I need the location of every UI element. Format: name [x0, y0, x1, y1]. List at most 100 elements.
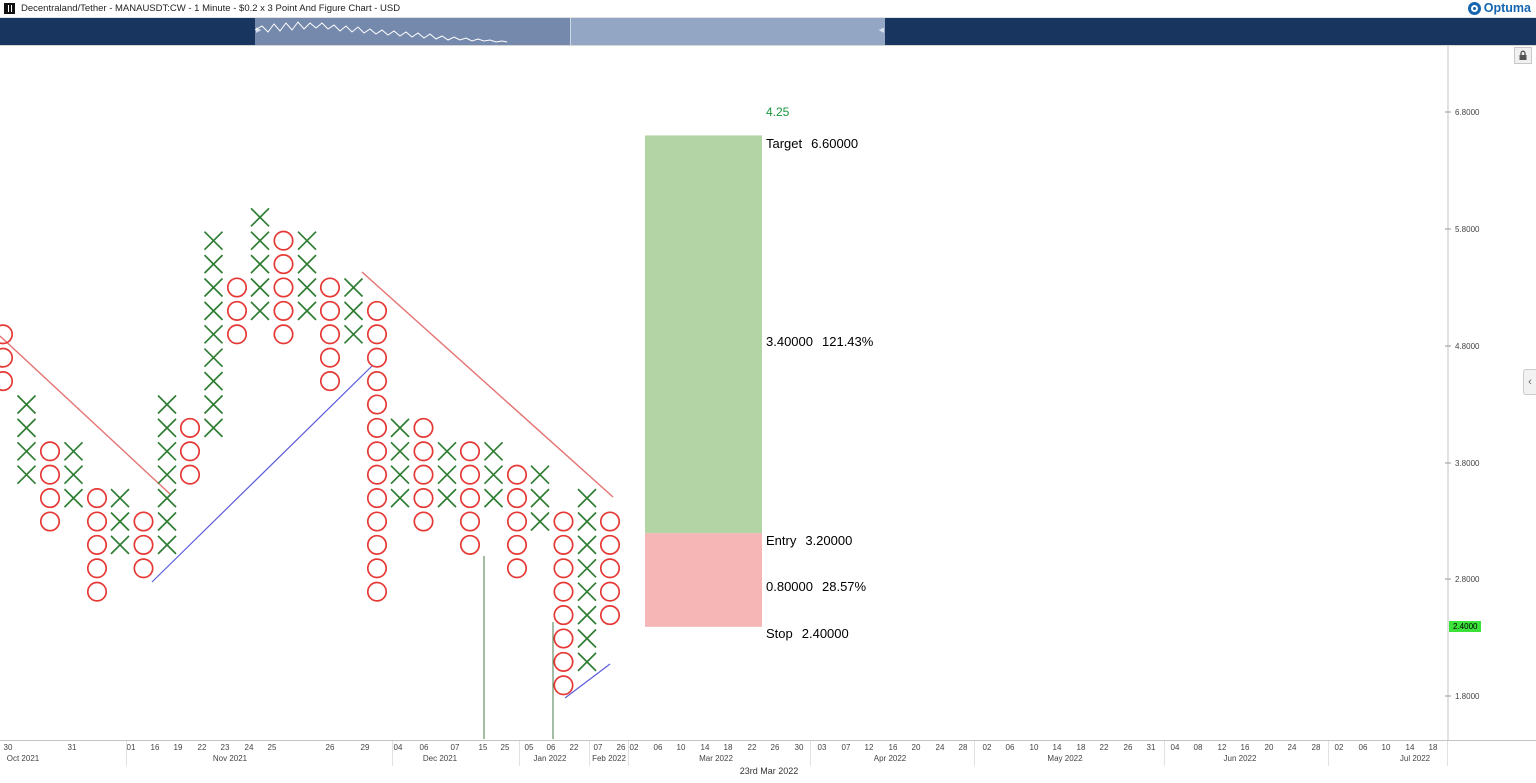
- date-tick: 06: [419, 743, 429, 752]
- nav-preview-line: [254, 21, 508, 43]
- pnf-x: [577, 652, 597, 672]
- pnf-o: [553, 511, 574, 532]
- date-tick: 20: [911, 743, 921, 752]
- pnf-x: [203, 394, 224, 415]
- month-label-row: Oct 2021 Nov 2021 Dec 2021 Jan 2022 Feb 2022…: [0, 753, 1536, 765]
- date-tick: 06: [653, 743, 663, 752]
- pnf-o: [366, 464, 388, 485]
- target-price: 6.60000: [811, 136, 859, 151]
- date-tick: 05: [524, 743, 534, 752]
- date-tick: 06: [1358, 743, 1368, 752]
- date-tick: 28: [958, 743, 968, 752]
- pnf-x: [577, 511, 597, 532]
- month-label: Nov 2021: [212, 754, 248, 763]
- pnf-o: [319, 277, 341, 298]
- pnf-x: [297, 254, 317, 274]
- pnf-x: [437, 465, 457, 485]
- pnf-o: [459, 464, 481, 485]
- timeline-navigator[interactable]: ▶ ◀: [0, 17, 1536, 45]
- date-tick: 14: [1405, 743, 1415, 752]
- risk-percent: 28.57%: [822, 579, 867, 594]
- pnf-x: [157, 418, 177, 438]
- price-axis[interactable]: 6.8000 5.8000 4.8000 3.8000 2.8000 1.8000: [1449, 45, 1536, 740]
- pnf-o: [366, 417, 388, 438]
- date-tick: 04: [1170, 743, 1180, 752]
- pnf-o: [553, 581, 574, 602]
- date-tick: 18: [1076, 743, 1086, 752]
- pnf-x: [343, 324, 364, 344]
- pnf-o: [506, 488, 528, 509]
- date-tick: 14: [700, 743, 710, 752]
- pnf-x: [343, 301, 364, 321]
- pnf-o: [273, 230, 294, 251]
- pnf-o: [366, 534, 388, 555]
- axis-separator: [628, 741, 629, 766]
- collapse-panel-button[interactable]: ‹: [1523, 369, 1536, 395]
- date-tick: 16: [1240, 743, 1250, 752]
- pnf-o: [226, 324, 248, 345]
- pnf-x: [203, 324, 224, 344]
- range-handle-right-icon[interactable]: ◀: [878, 27, 884, 34]
- risk-zone: [645, 533, 762, 627]
- pnf-x: [250, 231, 270, 251]
- chart-top-border: [0, 45, 1536, 46]
- pnf-x: [250, 277, 270, 298]
- pnf-x: [16, 418, 37, 438]
- date-tick: 02: [629, 743, 639, 752]
- month-label: Jan 2022: [533, 754, 567, 763]
- pnf-x: [110, 511, 130, 532]
- pnf-x: [157, 441, 177, 461]
- pnf-o: [366, 488, 388, 509]
- date-tick: 14: [1052, 743, 1062, 752]
- date-tick: 15: [478, 743, 488, 752]
- pnf-x: [16, 465, 37, 485]
- timeline-range-window[interactable]: ▶ ◀: [255, 17, 885, 45]
- pnf-o: [459, 534, 481, 555]
- date-tick: 18: [723, 743, 733, 752]
- pnf-x: [390, 418, 410, 438]
- optuma-logo-text: Optuma: [1483, 1, 1531, 15]
- pnf-x: [297, 301, 317, 321]
- date-axis[interactable]: 30 31 01 16 19 22 23 24 25 26 29 04 06 07 15 25 05 06 22 07…: [0, 740, 1536, 766]
- pnf-o: [413, 511, 434, 532]
- date-tick: 04: [393, 743, 403, 752]
- pnf-o: [506, 534, 528, 555]
- axis-separator: [1164, 741, 1165, 766]
- pnf-o: [226, 277, 248, 298]
- pnf-o: [133, 511, 154, 532]
- pnf-o: [366, 300, 388, 321]
- trend-line: [361, 271, 614, 498]
- pnf-o: [553, 628, 574, 649]
- risk-label: 0.80000 28.57%: [766, 579, 866, 594]
- range-handle-left-icon[interactable]: ▶: [256, 27, 262, 34]
- date-tick: 03: [817, 743, 827, 752]
- target-word: Target: [766, 136, 803, 151]
- date-tick: 20: [1264, 743, 1274, 752]
- axis-separator: [1328, 741, 1329, 766]
- date-tick: 24: [935, 743, 945, 752]
- pnf-x: [250, 207, 270, 227]
- month-label: Jul 2022: [1399, 754, 1431, 763]
- pnf-x: [530, 465, 550, 485]
- pnf-o: [553, 675, 574, 696]
- pnf-o: [39, 511, 61, 532]
- month-label: Dec 2021: [422, 754, 458, 763]
- pnf-o: [0, 324, 14, 345]
- timeline-range-right-segment: [570, 17, 885, 45]
- pnf-o: [459, 511, 481, 532]
- pnf-o: [179, 464, 201, 485]
- lock-button[interactable]: [1514, 47, 1532, 64]
- pnf-x: [577, 488, 597, 508]
- current-price-badge: 2.4000: [1449, 621, 1482, 632]
- pnf-o: [366, 394, 388, 415]
- date-tick: 25: [267, 743, 277, 752]
- pnf-x: [250, 301, 270, 321]
- date-tick: 26: [325, 743, 335, 752]
- date-tick: 16: [150, 743, 160, 752]
- pnf-o: [553, 651, 574, 672]
- date-tick: 01: [126, 743, 136, 752]
- month-label: Oct 2021: [6, 754, 40, 763]
- date-tick: 10: [676, 743, 686, 752]
- pnf-o: [459, 441, 481, 462]
